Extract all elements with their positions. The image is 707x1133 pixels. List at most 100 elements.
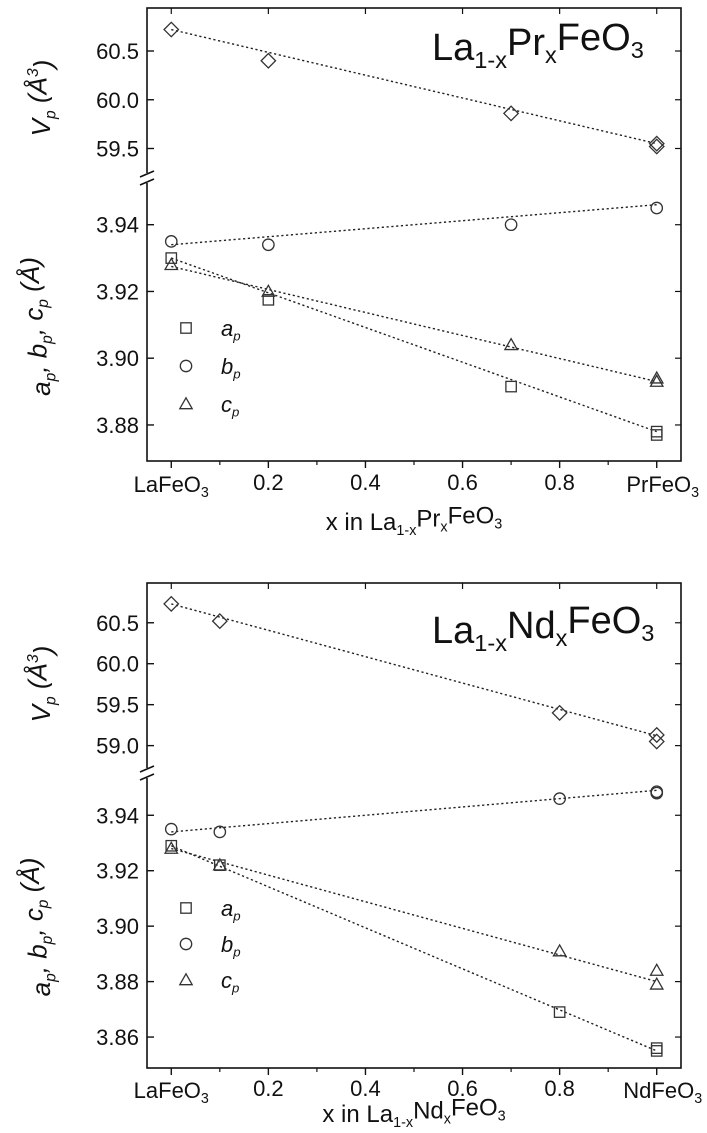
panel2-b_p-point (164, 822, 178, 836)
panel2-upper-y-tick-label: 59.5 (96, 693, 139, 718)
panel2-b_p-point (650, 786, 664, 800)
panel2-a_p-point (650, 1042, 663, 1054)
panel1-a_p-point (650, 429, 663, 441)
panel2-volume-point (551, 704, 568, 721)
panel2-lower-y-tick-label: 3.90 (96, 914, 139, 939)
panel1-x-end-label-right: PrFeO3 (626, 472, 699, 501)
panel2-lower-y-tick-label: 3.88 (96, 970, 139, 995)
panel2-upper-y-tick-label: 59.0 (96, 734, 139, 759)
panel1-lower-y-axis-label: ap, bp, cp (Å) (15, 257, 59, 396)
panel1-c_p-point (261, 283, 276, 297)
panel1-a_p-point (505, 380, 517, 393)
panel2-lower-y-tick-label: 3.86 (96, 1025, 139, 1050)
panel1-upper-y-tick-label: 59.5 (96, 137, 139, 162)
panel2-c_p-point (649, 963, 665, 976)
panel1-volume-point (502, 105, 520, 122)
panel2-a_p-point (650, 1045, 663, 1057)
panel2-c_p-fit-line (171, 847, 657, 983)
panel2-lower-y-axis-label-group: ap, bp, cp (Å) (15, 858, 59, 997)
panel2-volume-point (163, 595, 180, 613)
panel1-volume-point (260, 52, 277, 69)
panel1-volume-point (648, 138, 665, 155)
panel2-x-axis-label: x in La1-xNdxFeO3 (322, 1094, 505, 1131)
panel2-a_p-point (165, 839, 178, 852)
panel1-lower-y-axis-label-group: ap, bp, cp (Å) (15, 257, 59, 396)
panel2-b_p-point (553, 792, 566, 805)
panel2-c_p-point (212, 857, 228, 871)
panel1-legend-circle-icon (179, 359, 193, 373)
panel2-chart-title: La1-xNdxFeO3 (432, 600, 654, 656)
panel1-c_p-point (649, 374, 665, 387)
panel2-plot-frame (146, 582, 682, 1069)
panel2-b_p-fit-line (171, 789, 657, 833)
panel1-lower-y-tick-label: 3.94 (96, 213, 139, 238)
panel1-axis-break-mark (139, 170, 155, 178)
panel1-x-tick-label: 0.8 (544, 470, 575, 495)
panel1-c_p-point (649, 370, 665, 384)
panel1-b_p-point (650, 201, 664, 215)
panel1-lower-y-tick-label: 3.92 (96, 279, 139, 304)
panel2-volume-point (211, 613, 228, 630)
panel2-lower-y-tick-label: 3.92 (96, 859, 139, 884)
panel2-legend-label: bp (221, 932, 241, 960)
panel2-c_p-point (552, 943, 567, 957)
panel1-c_p-point (503, 337, 519, 351)
panel2-x-tick-label: 0.4 (350, 1076, 381, 1101)
panel1-x-tick-label: 0.6 (447, 470, 478, 495)
panel2-upper-y-axis-label-group: Vp (Å3) (22, 646, 59, 723)
panel1-b_p-fit-line (171, 203, 657, 246)
panel1-a_p-fit-line (171, 257, 657, 433)
panel2-x-tick-label: 0.2 (253, 1076, 284, 1101)
panel2-a_p-point (553, 1006, 566, 1018)
panel2-lower-y-tick-label: 3.94 (96, 803, 139, 828)
panel1-x-end-label-left: LaFeO3 (134, 472, 209, 501)
panel2-upper-y-tick-label: 60.5 (96, 611, 139, 636)
panel1-legend-triangle-icon (178, 396, 194, 410)
panel1-upper-y-tick-label: 60.5 (96, 39, 139, 64)
panel1-upper-y-axis-label-group: Vp (Å3) (22, 60, 59, 137)
panel2-x-end-label-left: LaFeO3 (134, 1078, 209, 1107)
panel2-x-end-label-right: NdFeO3 (623, 1078, 702, 1107)
panel1-x-tick-label: 0.2 (253, 470, 284, 495)
panel2-volume-point (648, 726, 665, 744)
panel1-volume-point (163, 21, 180, 38)
panel2-legend-triangle-icon (178, 972, 194, 986)
panel1-upper-y-tick-label: 60.0 (96, 88, 139, 113)
panel2-upper-y-axis-label: Vp (Å3) (22, 646, 59, 723)
panel1-x-tick-label: 0.4 (350, 470, 381, 495)
panel1-a_p-point (165, 252, 178, 264)
panel2-legend-circle-icon (179, 937, 193, 951)
panel2-c_p-point (163, 841, 179, 854)
panel1-b_p-point (164, 235, 178, 248)
panel1-legend-label: cp (221, 392, 239, 420)
panel2-a_p-fit-line (171, 845, 657, 1052)
panel1-c_p-point (163, 257, 179, 271)
panel1-x-axis-label: x in La1-xPrxFeO3 (326, 502, 503, 539)
panel2-axis-break-mark (139, 773, 155, 781)
panel2-legend-label: cp (221, 968, 239, 996)
panel1-axis-break-mark (139, 178, 155, 186)
panel1-upper-y-axis-label: Vp (Å3) (22, 60, 59, 137)
panel1-c_p-fit-line (171, 265, 657, 383)
panel2-c_p-point (649, 976, 665, 990)
panel1-axis-break-gap (141, 173, 153, 183)
panel1-volume-point (648, 135, 665, 152)
panel1-a_p-point (262, 293, 275, 306)
panel1-legend-square-icon (180, 322, 192, 334)
panel2-x-tick-label: 0.8 (544, 1076, 575, 1101)
panel1-b_p-point (262, 238, 275, 252)
panel1-b_p-point (504, 218, 518, 232)
panel2-lower-y-axis-label: ap, bp, cp (Å) (15, 858, 59, 997)
panel2-upper-y-tick-label: 60.0 (96, 652, 139, 677)
panel1-legend-label: bp (221, 354, 241, 382)
panel2-legend-label: ap (221, 896, 241, 924)
panel1-lower-y-tick-label: 3.90 (96, 346, 139, 371)
panel2-volume-fit-line (171, 603, 657, 737)
panel2-x-tick-label: 0.6 (447, 1076, 478, 1101)
panel1-chart-title: La1-xPrxFeO3 (432, 17, 644, 73)
panel1-legend-label: ap (221, 316, 241, 344)
panel2-axis-break-mark (139, 765, 155, 773)
panel2-legend-square-icon (180, 902, 192, 914)
panel2-axis-break-gap (141, 768, 153, 778)
panel1-lower-y-tick-label: 3.88 (96, 413, 139, 438)
